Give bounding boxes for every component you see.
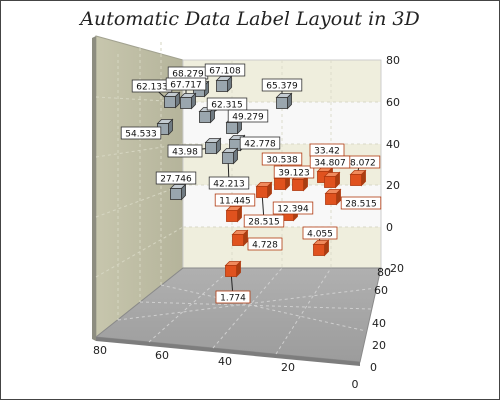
data-label-text: 4.055 (307, 230, 333, 240)
floor-edge (96, 337, 360, 366)
data-point-marker (156, 118, 174, 136)
data-point-marker (255, 181, 273, 199)
data-label: 49.279 (227, 109, 269, 123)
x-tick-label: 40 (218, 355, 232, 368)
data-label: 39.123 (273, 165, 315, 179)
data-point-marker (349, 169, 367, 187)
data-point-marker (275, 92, 293, 110)
data-point-marker (215, 75, 233, 93)
data-point-marker (221, 147, 239, 165)
data-label-text: 27.746 (160, 175, 192, 185)
data-label-text: 1.774 (220, 294, 246, 304)
data-label: 54.533 (120, 126, 162, 140)
data-label: 43.98 (167, 144, 203, 158)
data-label-text: 33.42 (314, 147, 340, 157)
data-point-marker (179, 92, 197, 110)
data-label: 33.42 (309, 143, 345, 157)
data-label: 62.315 (206, 97, 248, 111)
data-label-text: 67.717 (170, 81, 202, 91)
data-label: 67.717 (165, 77, 207, 91)
data-label-text: 30.538 (266, 156, 298, 166)
z-tick-label: 0 (370, 361, 377, 374)
data-label: 12.394 (272, 201, 314, 215)
x-tick-label: 0 (352, 378, 359, 391)
data-point-marker (204, 137, 222, 155)
x-tick-label: 20 (281, 361, 295, 374)
data-label: 30.538 (261, 152, 303, 166)
data-label-text: 28.515 (248, 218, 280, 228)
data-label-text: 62.315 (211, 101, 243, 111)
data-label: 67.108 (204, 63, 246, 77)
data-label-text: 67.108 (209, 67, 241, 77)
data-label: 28.515 (243, 214, 285, 228)
data-label: 65.379 (261, 78, 303, 92)
data-label-text: 4.728 (252, 241, 278, 251)
data-point-marker (324, 188, 342, 206)
data-label: 11.445 (214, 193, 256, 207)
data-label-text: 28.515 (345, 200, 377, 210)
y-tick-label: 60 (386, 96, 400, 109)
data-point-marker (169, 183, 187, 201)
data-label-text: 34.807 (314, 159, 346, 169)
data-label: 27.746 (155, 171, 197, 185)
data-label-text: 43.98 (172, 148, 198, 158)
gridline-floor-z (160, 284, 367, 332)
chart-title: Automatic Data Label Layout in 3D (80, 8, 420, 30)
z-tick-label: 20 (372, 339, 386, 352)
gridline-floor-x (275, 267, 332, 355)
data-label-text: 65.379 (266, 82, 298, 92)
z-tick-label: 80 (377, 266, 391, 279)
z-tick-label: 40 (372, 317, 386, 330)
data-label: 34.807 (309, 155, 351, 169)
left-wall-edge (92, 36, 96, 341)
data-label-text: 42.778 (244, 140, 276, 150)
data-point-marker (312, 239, 330, 257)
y-tick-label: 20 (386, 179, 400, 192)
data-label-text: 49.279 (232, 113, 264, 123)
floor (94, 267, 382, 363)
data-label-text: 54.533 (125, 130, 157, 140)
gridline-floor-z (117, 287, 377, 321)
data-point-marker (225, 205, 243, 223)
data-point-marker (231, 229, 249, 247)
data-label: 4.055 (302, 226, 338, 240)
data-label-text: 62.133 (136, 83, 168, 93)
y-tick-label: 80 (386, 54, 400, 67)
x-tick-label: 60 (155, 349, 169, 362)
data-label-text: 38.072 (344, 159, 376, 169)
data-point-marker (163, 91, 181, 109)
gridline-floor-x (148, 267, 233, 343)
data-label: 4.728 (247, 237, 283, 251)
data-point-marker (323, 171, 341, 189)
data-label-text: 12.394 (277, 205, 309, 215)
z-tick-label: 60 (374, 284, 388, 297)
y-tick-label: 0 (386, 221, 393, 234)
data-label-text: 42.213 (213, 180, 245, 190)
data-point-marker (224, 260, 242, 278)
data-label-text: 11.445 (219, 197, 251, 207)
data-label: 28.515 (340, 196, 382, 210)
data-label-text: 68.279 (172, 70, 204, 80)
data-label: 1.774 (215, 290, 251, 304)
y-tick-label: 40 (386, 138, 400, 151)
x-tick-label: 80 (93, 344, 107, 357)
data-label: 42.213 (208, 176, 250, 190)
data-label: 42.778 (239, 136, 281, 150)
data-label-text: 39.123 (278, 169, 310, 179)
gridline-floor-z (139, 301, 372, 310)
y-tick-label: -20 (386, 262, 404, 275)
